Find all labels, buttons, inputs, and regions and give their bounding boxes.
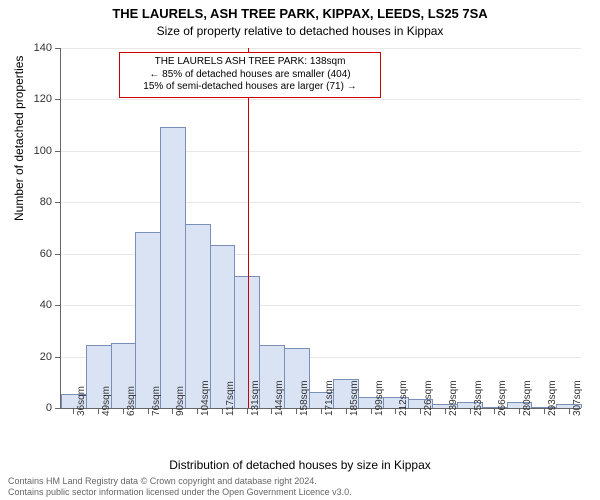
x-tick-label: 226sqm bbox=[423, 380, 434, 416]
histogram-plot: THE LAURELS ASH TREE PARK: 138sqm ← 85% … bbox=[60, 48, 581, 409]
x-tick bbox=[247, 408, 248, 414]
x-tick bbox=[123, 408, 124, 414]
x-tick-label: 63sqm bbox=[126, 386, 137, 416]
x-tick-label: 36sqm bbox=[76, 386, 87, 416]
gridline bbox=[61, 48, 581, 49]
gridline bbox=[61, 151, 581, 152]
annotation-line-2: ← 85% of detached houses are smaller (40… bbox=[126, 69, 374, 82]
x-tick-label: 90sqm bbox=[175, 386, 186, 416]
y-tick bbox=[55, 408, 61, 409]
footer-credits: Contains HM Land Registry data © Crown c… bbox=[8, 476, 352, 498]
y-tick bbox=[55, 254, 61, 255]
y-tick-label: 60 bbox=[22, 248, 52, 260]
x-tick bbox=[73, 408, 74, 414]
y-tick bbox=[55, 99, 61, 100]
annotation-box: THE LAURELS ASH TREE PARK: 138sqm ← 85% … bbox=[119, 52, 381, 98]
chart-title: THE LAURELS, ASH TREE PARK, KIPPAX, LEED… bbox=[0, 6, 600, 21]
x-tick-label: 171sqm bbox=[324, 380, 335, 416]
x-tick bbox=[395, 408, 396, 414]
x-tick bbox=[420, 408, 421, 414]
histogram-bar bbox=[135, 232, 161, 408]
x-tick bbox=[371, 408, 372, 414]
x-tick bbox=[222, 408, 223, 414]
x-tick bbox=[321, 408, 322, 414]
y-tick-label: 40 bbox=[22, 299, 52, 311]
subject-property-line bbox=[248, 48, 249, 408]
x-tick bbox=[346, 408, 347, 414]
y-tick bbox=[55, 357, 61, 358]
y-tick-label: 20 bbox=[22, 351, 52, 363]
x-tick-label: 239sqm bbox=[448, 380, 459, 416]
x-tick bbox=[271, 408, 272, 414]
x-tick bbox=[296, 408, 297, 414]
x-tick-label: 117sqm bbox=[225, 381, 236, 416]
chart-subtitle: Size of property relative to detached ho… bbox=[0, 24, 600, 38]
x-tick bbox=[148, 408, 149, 414]
x-tick-label: 212sqm bbox=[398, 380, 409, 416]
histogram-bar bbox=[160, 127, 186, 408]
x-tick-label: 49sqm bbox=[101, 386, 112, 416]
x-tick-label: 76sqm bbox=[151, 386, 162, 416]
x-tick-label: 253sqm bbox=[473, 380, 484, 416]
x-tick-label: 185sqm bbox=[349, 380, 360, 416]
x-tick bbox=[445, 408, 446, 414]
x-tick-label: 104sqm bbox=[200, 380, 211, 416]
footer-line-1: Contains HM Land Registry data © Crown c… bbox=[8, 476, 352, 487]
x-tick-label: 280sqm bbox=[522, 380, 533, 416]
y-tick bbox=[55, 202, 61, 203]
y-tick bbox=[55, 305, 61, 306]
y-tick-label: 140 bbox=[22, 42, 52, 54]
annotation-line-3: 15% of semi-detached houses are larger (… bbox=[126, 81, 374, 94]
x-tick-label: 158sqm bbox=[299, 380, 310, 416]
x-tick bbox=[494, 408, 495, 414]
x-axis-title: Distribution of detached houses by size … bbox=[0, 458, 600, 472]
x-tick-label: 307sqm bbox=[572, 380, 583, 416]
x-tick-label: 131sqm bbox=[250, 380, 261, 416]
y-tick-label: 120 bbox=[22, 93, 52, 105]
x-tick bbox=[172, 408, 173, 414]
x-tick-label: 144sqm bbox=[274, 380, 285, 416]
x-tick bbox=[544, 408, 545, 414]
x-tick-label: 199sqm bbox=[374, 380, 385, 416]
x-tick bbox=[519, 408, 520, 414]
x-tick bbox=[569, 408, 570, 414]
x-tick bbox=[98, 408, 99, 414]
y-tick-label: 80 bbox=[22, 196, 52, 208]
gridline bbox=[61, 202, 581, 203]
y-tick bbox=[55, 48, 61, 49]
x-tick-label: 266sqm bbox=[497, 380, 508, 416]
footer-line-2: Contains public sector information licen… bbox=[8, 487, 352, 498]
y-tick-label: 0 bbox=[22, 402, 52, 414]
y-tick bbox=[55, 151, 61, 152]
x-tick-label: 293sqm bbox=[547, 380, 558, 416]
y-tick-label: 100 bbox=[22, 145, 52, 157]
x-tick bbox=[197, 408, 198, 414]
x-tick bbox=[470, 408, 471, 414]
annotation-line-1: THE LAURELS ASH TREE PARK: 138sqm bbox=[126, 56, 374, 69]
gridline bbox=[61, 99, 581, 100]
